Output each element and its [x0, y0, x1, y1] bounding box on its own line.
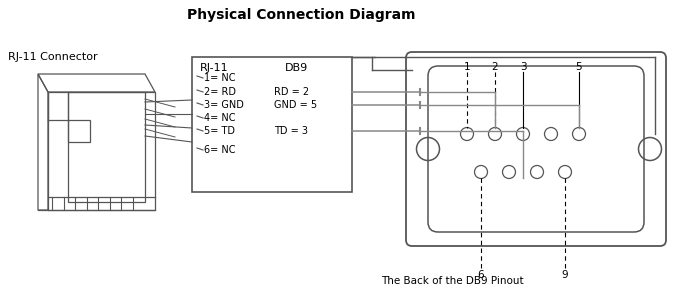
Text: 6= NC: 6= NC — [204, 145, 235, 155]
Text: 2: 2 — [492, 62, 499, 72]
Text: The Back of the DB9 Pinout: The Back of the DB9 Pinout — [381, 276, 523, 286]
Text: 5= TD: 5= TD — [204, 126, 235, 136]
Text: 3= GND: 3= GND — [204, 100, 244, 110]
Text: RJ-11: RJ-11 — [200, 63, 228, 73]
Text: GND = 5: GND = 5 — [274, 100, 317, 110]
Text: TD = 3: TD = 3 — [274, 126, 308, 136]
Bar — [192, 57, 352, 192]
Text: 9: 9 — [562, 270, 568, 280]
Text: 2= RD: 2= RD — [204, 87, 236, 97]
Text: 5: 5 — [576, 62, 582, 72]
Text: 1: 1 — [464, 62, 471, 72]
Text: DB9: DB9 — [285, 63, 308, 73]
Text: Physical Connection Diagram: Physical Connection Diagram — [187, 8, 415, 22]
Text: 6: 6 — [477, 270, 484, 280]
Text: 4= NC: 4= NC — [204, 113, 235, 123]
Text: RD = 2: RD = 2 — [274, 87, 309, 97]
Text: 1= NC: 1= NC — [204, 73, 235, 83]
Text: 3: 3 — [520, 62, 526, 72]
Text: RJ-11 Connector: RJ-11 Connector — [8, 52, 98, 62]
